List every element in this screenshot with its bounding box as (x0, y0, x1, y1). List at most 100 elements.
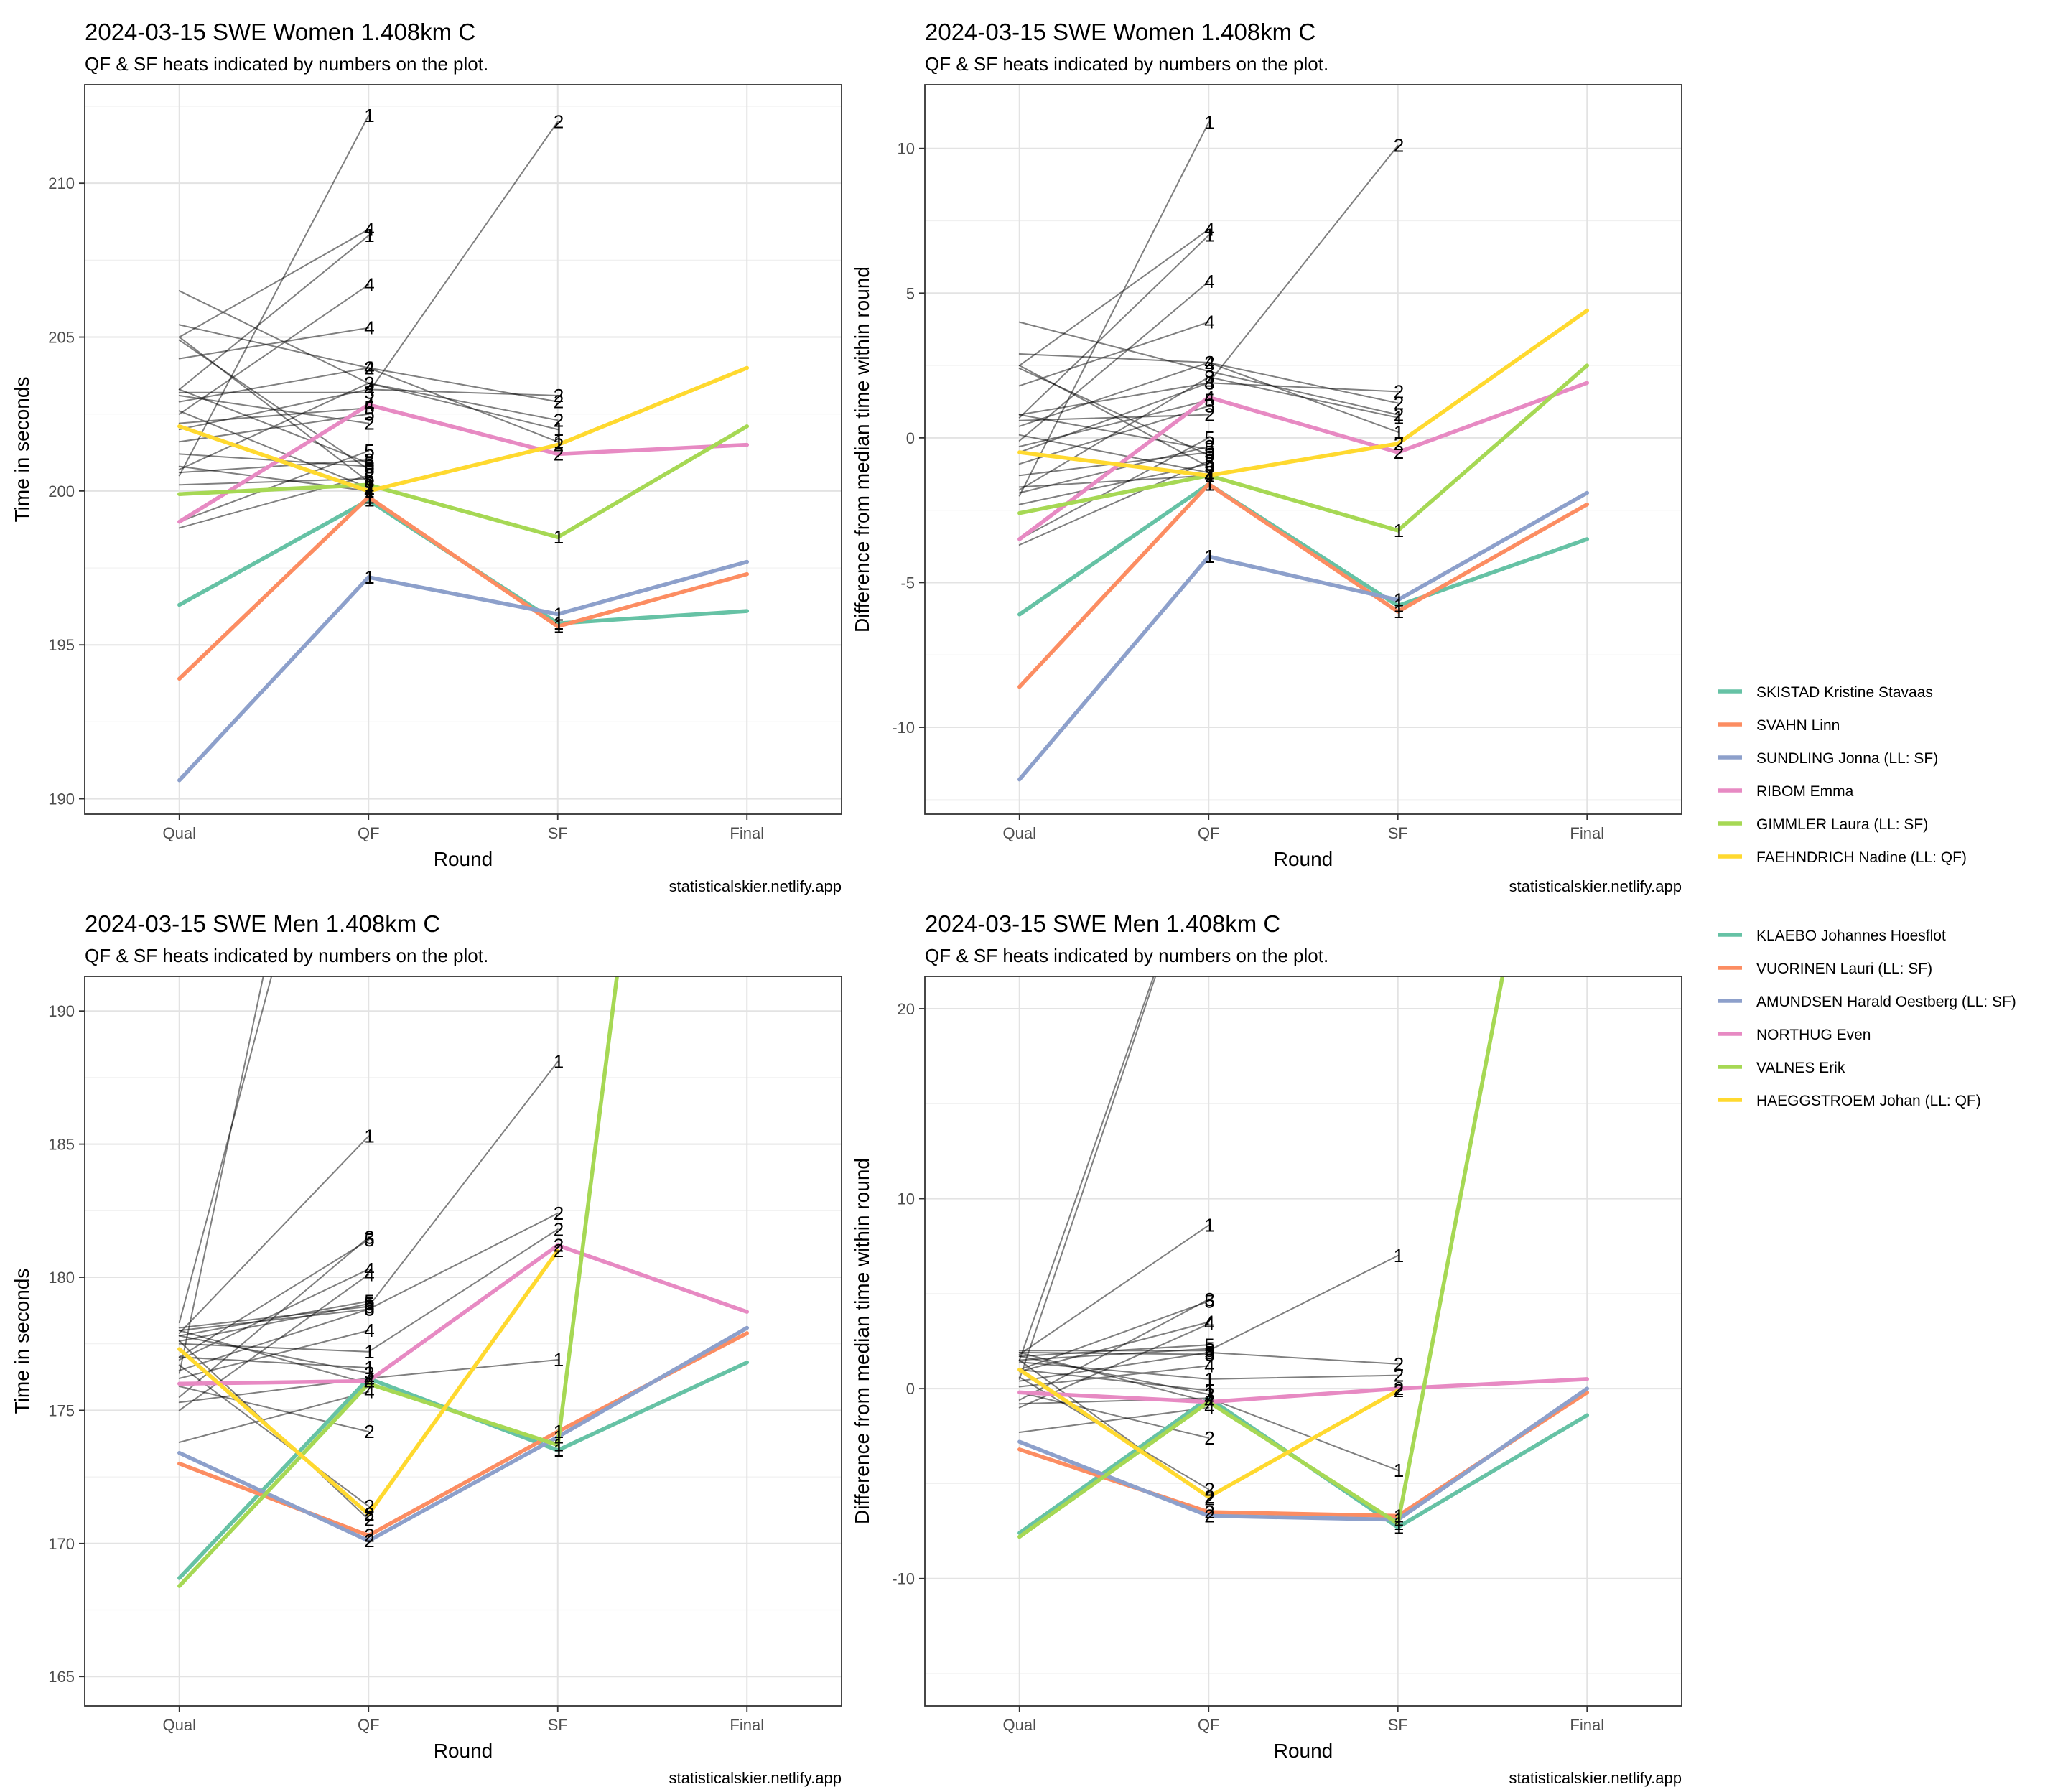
series-line-other (178, 1356, 370, 1369)
heat-label: 5 (364, 1293, 374, 1315)
heat-label: 2 (554, 385, 564, 406)
heat-label: 1 (554, 1439, 564, 1461)
heat-label: 4 (364, 1373, 374, 1394)
series-line-other (1018, 460, 1210, 546)
heat-label: 4 (364, 1368, 374, 1389)
heat-label: 4 (1204, 1355, 1214, 1376)
legend-men: KLAEBO Johannes Hoesflot VUORINEN Lauri (… (1718, 928, 2016, 1109)
series-line (1017, 976, 1505, 1539)
heat-label: 3 (364, 471, 374, 493)
heat-label: 1 (1204, 225, 1214, 246)
legend-label: FAEHNDRICH Nadine (LL: QF) (1756, 849, 1967, 866)
y-tick-label: -10 (892, 719, 915, 737)
chart-title: 2024-03-15 SWE Women 1.408km C (85, 19, 475, 45)
heat-label: 2 (1394, 392, 1404, 414)
heat-label: 2 (1394, 442, 1404, 463)
grid (85, 85, 842, 814)
heat-label: 4 (364, 218, 374, 240)
heat-label: 2 (1394, 135, 1404, 157)
heat-label: 3 (1204, 372, 1214, 393)
x-tick-label: SF (1388, 824, 1408, 842)
heat-label: 2 (1394, 381, 1404, 402)
heat-label: 1 (364, 1357, 374, 1378)
heat-label: 1 (1204, 546, 1214, 567)
panel-border (924, 976, 1682, 1707)
heat-label: 1 (1394, 589, 1404, 611)
heat-label: 2 (1204, 1505, 1214, 1526)
heat-label: 2 (364, 357, 374, 378)
y-tick-label: 165 (48, 1668, 75, 1686)
heat-label: 3 (364, 382, 374, 403)
credit-caption: statisticalskier.netlify.app (669, 877, 842, 895)
series-line-other (178, 976, 273, 1323)
y-axis-title: Difference from median time within round (851, 1158, 873, 1524)
heat-label: 4 (1204, 1391, 1214, 1413)
heat-label: 3 (1204, 456, 1214, 477)
heat-label: 3 (364, 373, 374, 394)
heat-label: 2 (1204, 1478, 1214, 1500)
heat-label: 1 (1204, 1215, 1214, 1236)
series-line-other (1018, 1351, 1210, 1355)
heat-label: 1 (1204, 465, 1214, 486)
x-axis-title: Round (434, 848, 493, 870)
series-line-other (178, 1364, 370, 1507)
legend-label: SKISTAD Kristine Stavaas (1756, 684, 1933, 701)
legend-label: GIMMLER Laura (LL: SF) (1756, 816, 1928, 833)
heat-label: 5 (364, 1296, 374, 1317)
heat-label: 4 (1204, 312, 1214, 333)
heat-label: 1 (364, 1125, 374, 1147)
y-tick-label: 20 (898, 1000, 915, 1018)
heat-label: 1 (364, 490, 374, 511)
heat-label: 1 (1204, 1368, 1214, 1390)
x-tick-label: Final (730, 824, 764, 842)
heat-label: 5 (364, 440, 374, 462)
heat-label: 1 (554, 419, 564, 440)
series-line (177, 1243, 750, 1386)
heat-label: 2 (364, 1508, 374, 1530)
x-tick-label: QF (358, 1716, 380, 1734)
y-tick-label: 0 (906, 1380, 915, 1398)
series-line-other (1018, 365, 1210, 468)
heat-label: 2 (1204, 352, 1214, 373)
legend-item: NORTHUG Even (1718, 1027, 1871, 1043)
heat-label: 4 (1204, 386, 1214, 408)
series-line-other (1018, 414, 1210, 421)
heat-label: 4 (364, 378, 374, 400)
heat-label: 1 (1394, 520, 1404, 541)
series-line (177, 365, 750, 493)
chart-panel-2: 2024-03-15 SWE Women 1.408km C QF & SF he… (851, 19, 1682, 895)
series-line-other (1018, 1254, 1399, 1352)
heat-label: 4 (364, 317, 374, 339)
heat-label: 5 (364, 456, 374, 477)
heat-label: 2 (364, 477, 374, 499)
heat-label: 2 (1204, 1427, 1214, 1449)
series-line-other (1018, 434, 1210, 474)
legend-label: SUNDLING Jonna (LL: SF) (1756, 750, 1938, 767)
heat-label: 2 (1204, 450, 1214, 472)
heat-label: 4 (1204, 352, 1214, 373)
series-line (177, 1249, 560, 1516)
series-line-other (178, 1274, 370, 1411)
y-tick-label: 10 (898, 140, 915, 158)
series-line (177, 559, 750, 783)
x-tick-label: SF (548, 824, 568, 842)
heat-label: 3 (1204, 436, 1214, 457)
heat-label: 1 (1394, 601, 1404, 622)
series-line (177, 403, 750, 524)
y-tick-label: 170 (48, 1535, 75, 1553)
legend-item: SUNDLING Jonna (LL: SF) (1718, 750, 1938, 767)
panel-border (84, 84, 842, 815)
heat-label: 5 (1204, 1338, 1214, 1360)
x-tick-label: QF (1198, 824, 1220, 842)
y-tick-label: 0 (906, 429, 915, 447)
x-tick-label: Qual (1003, 824, 1036, 842)
legend-label: KLAEBO Johannes Hoesflot (1756, 928, 1946, 944)
heat-label: 3 (364, 449, 374, 471)
legend-item: KLAEBO Johannes Hoesflot (1718, 928, 1946, 944)
series-line-other (1018, 1391, 1210, 1439)
heat-label: 3 (364, 1226, 374, 1248)
y-tick-label: 205 (48, 329, 75, 347)
